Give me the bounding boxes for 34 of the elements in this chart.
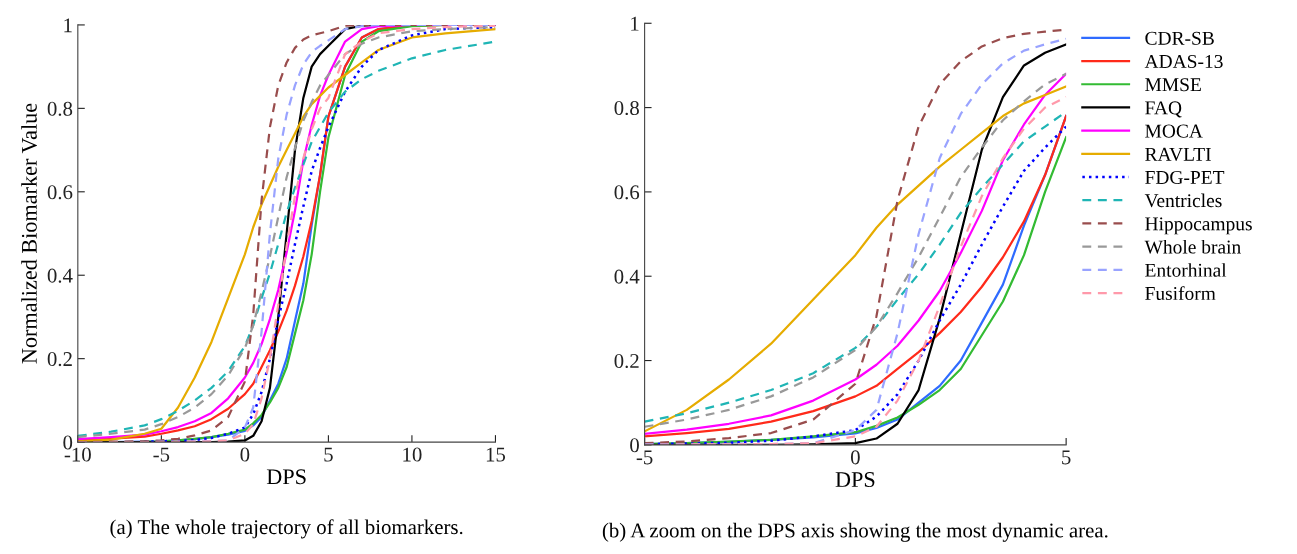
text: (b) A zoom on the DPS axis showing the most dynamic area. <box>602 522 1108 542</box>
legend-label: Entorhinal <box>1145 263 1227 277</box>
y-tick-label: 0.8 <box>614 100 639 116</box>
legend-label: Hippocampus <box>1145 217 1252 235</box>
x-tick-label: 0 <box>850 450 860 465</box>
y-tick-label: 0.6 <box>614 185 640 200</box>
x-axis-title: DPS <box>835 472 875 488</box>
legend-label: MMSE <box>1145 78 1201 92</box>
y-tick-label: 0.8 <box>47 101 73 116</box>
y-tick-label: 0.2 <box>614 353 639 369</box>
text: (a) The whole trajectory of all biomarkers. <box>110 519 463 539</box>
y-tick-label: 1 <box>64 18 72 33</box>
y-tick-label: 0.4 <box>47 268 73 283</box>
legend-label: ADAS-13 <box>1144 54 1223 69</box>
legend-label: Whole brain <box>1144 239 1241 254</box>
legend-label: Ventricles <box>1144 193 1222 208</box>
x-tick-label: 5 <box>1062 450 1071 465</box>
x-tick-label: 10 <box>403 447 422 462</box>
y-axis-title: Normalized Biomarker Value <box>21 103 37 364</box>
x-tick-label: 0 <box>240 447 250 462</box>
legend-label: FDG-PET <box>1145 170 1225 185</box>
y-tick-label: 1 <box>631 16 639 31</box>
x-axis-title: DPS <box>266 469 306 485</box>
x-tick-label: 15 <box>486 447 506 462</box>
x-tick-label: -5 <box>153 447 170 462</box>
legend-label: MOCA <box>1145 124 1203 138</box>
y-tick-label: 0.6 <box>47 185 73 200</box>
legend-label: FAQ <box>1145 101 1182 118</box>
x-tick-label: 5 <box>324 447 333 462</box>
legend-label: RAVLTI <box>1145 147 1211 161</box>
y-tick-label: 0.4 <box>614 269 640 284</box>
legend-label: Fusiform <box>1145 286 1216 301</box>
legend-label: CDR-SB <box>1145 31 1214 45</box>
y-tick-label: 0.2 <box>47 352 72 367</box>
